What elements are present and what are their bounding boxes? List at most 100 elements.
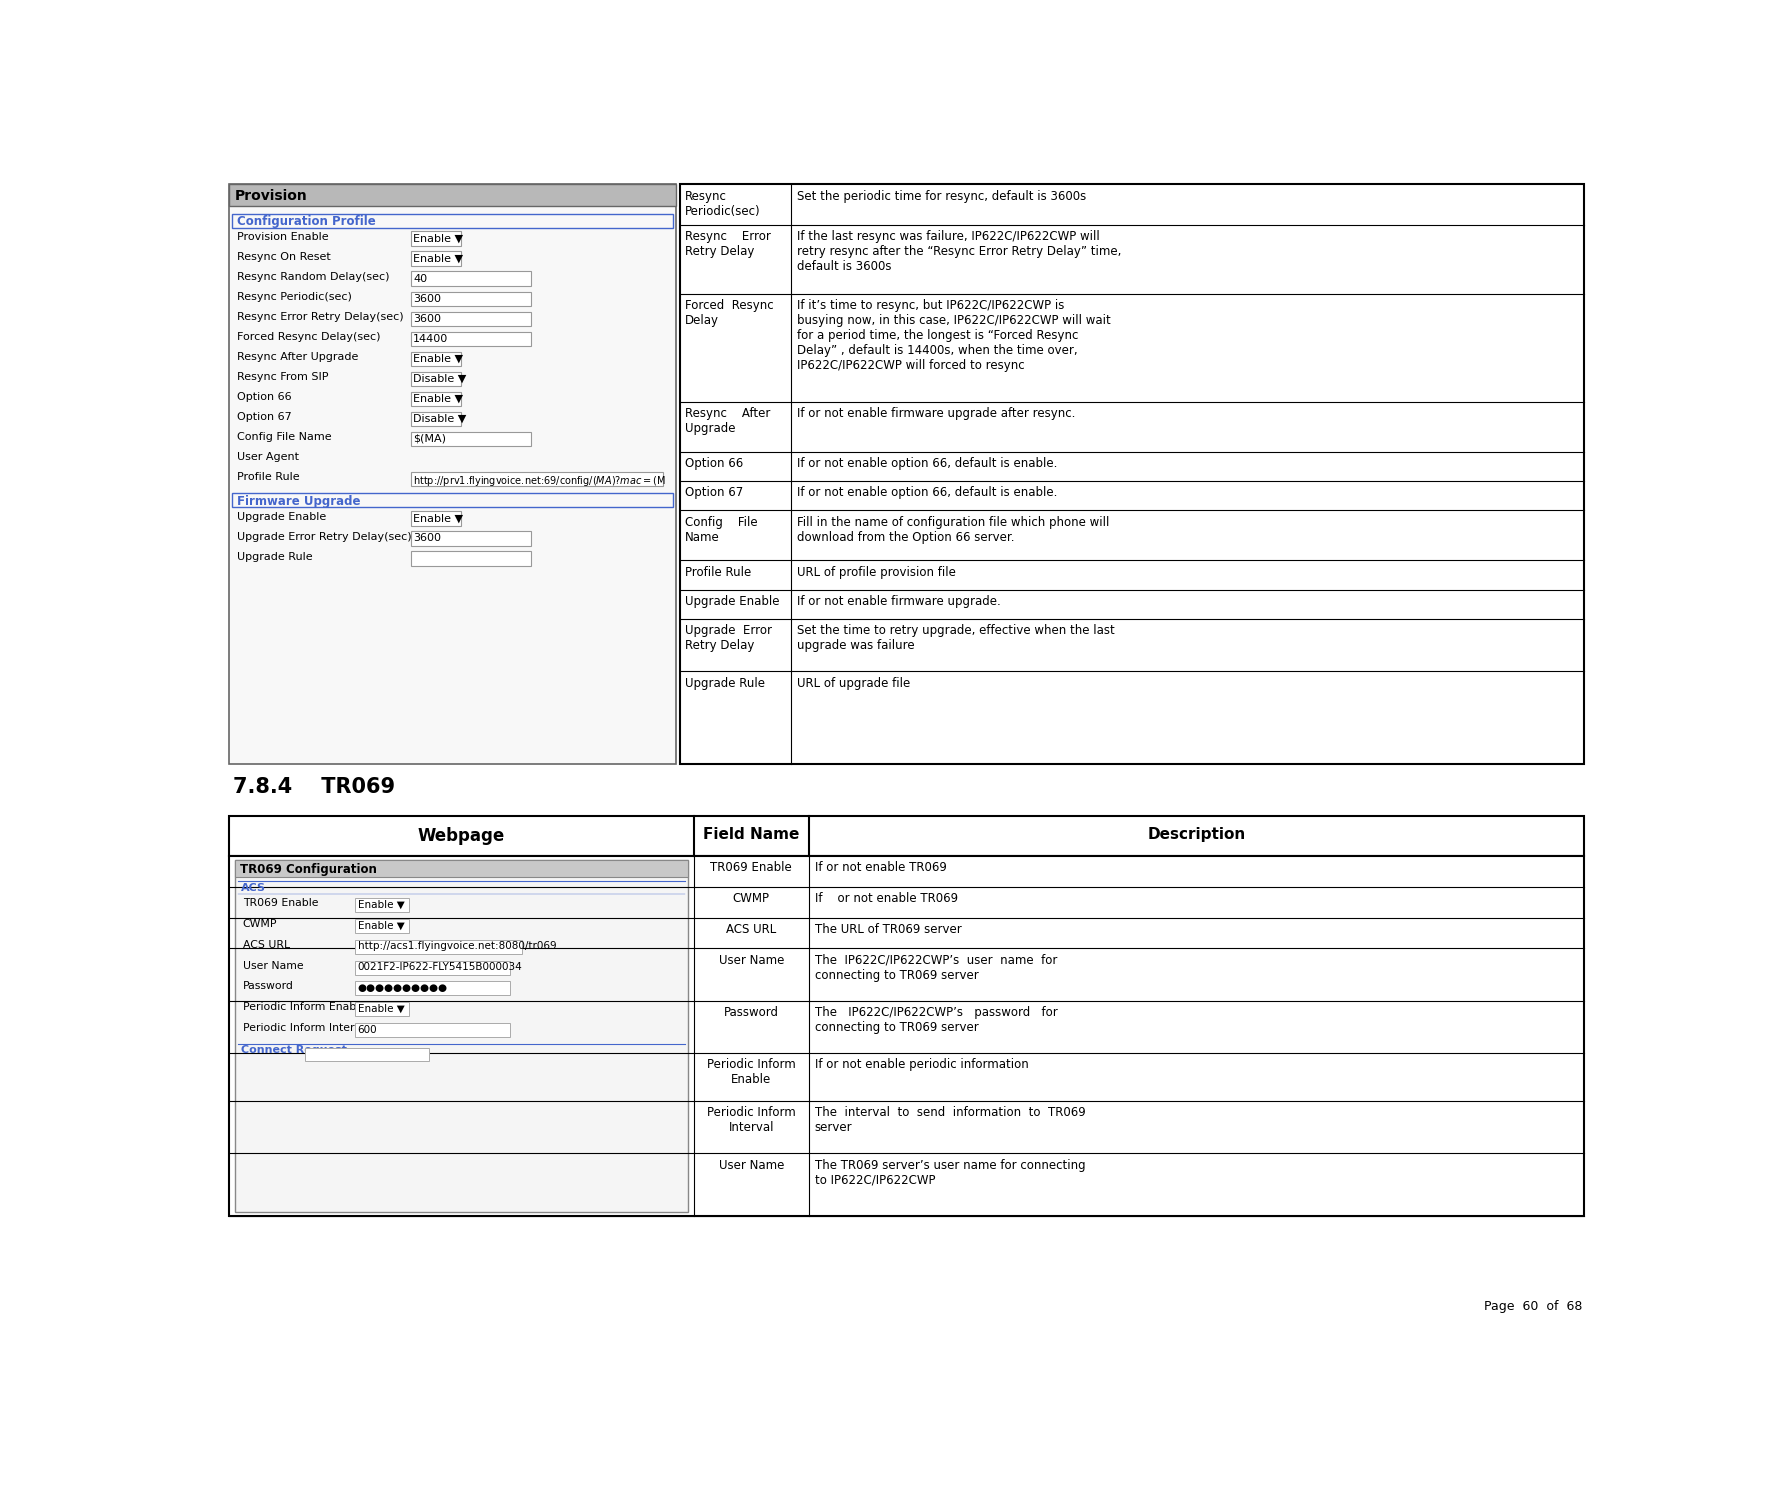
Bar <box>228 816 1585 856</box>
Text: If or not enable periodic information: If or not enable periodic information <box>816 1058 1028 1071</box>
Text: Set the time to retry upgrade, effective when the last
upgrade was failure: Set the time to retry upgrade, effective… <box>798 624 1114 652</box>
Bar <box>235 860 688 1213</box>
Text: $(MA): $(MA) <box>414 434 446 444</box>
Text: 3600: 3600 <box>414 314 440 324</box>
Text: URL of profile provision file: URL of profile provision file <box>798 566 955 578</box>
Text: Enable ▼: Enable ▼ <box>414 233 463 244</box>
Text: Set the periodic time for resync, default is 3600s: Set the periodic time for resync, defaul… <box>798 190 1086 204</box>
Text: Description: Description <box>1148 826 1245 841</box>
Text: Firmware Upgrade: Firmware Upgrade <box>237 495 361 508</box>
Text: Profile Rule: Profile Rule <box>685 566 750 578</box>
Text: Enable ▼: Enable ▼ <box>414 513 463 523</box>
Text: Resync On Reset: Resync On Reset <box>237 253 331 262</box>
Text: 3600: 3600 <box>414 294 440 303</box>
Text: The   IP622C/IP622CWP’s   password   for
connecting to TR069 server: The IP622C/IP622CWP’s password for conne… <box>816 1006 1058 1034</box>
Text: Periodic Inform
Interval: Periodic Inform Interval <box>708 1106 796 1134</box>
Text: Configuration Profile: Configuration Profile <box>237 215 375 229</box>
Text: Resync    Error
Retry Delay: Resync Error Retry Delay <box>685 230 771 259</box>
Bar <box>410 331 531 346</box>
Bar <box>235 860 688 877</box>
Bar <box>304 1049 428 1061</box>
Text: User Name: User Name <box>718 1159 784 1171</box>
Text: 600: 600 <box>357 1024 377 1034</box>
Text: User Name: User Name <box>718 954 784 967</box>
Text: Enable ▼: Enable ▼ <box>414 354 463 364</box>
Bar <box>232 493 672 507</box>
Bar <box>228 856 1585 1216</box>
Bar <box>410 352 462 366</box>
Text: Resync After Upgrade: Resync After Upgrade <box>237 352 357 363</box>
Text: Periodic Inform Interval: Periodic Inform Interval <box>242 1022 370 1033</box>
Text: Periodic Inform Enable: Periodic Inform Enable <box>242 1002 366 1012</box>
Bar <box>410 372 462 386</box>
Text: Resync Error Retry Delay(sec): Resync Error Retry Delay(sec) <box>237 312 403 322</box>
Bar <box>410 291 531 306</box>
Bar <box>410 471 663 486</box>
Bar <box>356 960 509 975</box>
Text: http://prv1.flyingvoice.net:69/config/$(MA)?mac=$(M: http://prv1.flyingvoice.net:69/config/$(… <box>414 474 667 487</box>
Text: The TR069 server’s user name for connecting
to IP622C/IP622CWP: The TR069 server’s user name for connect… <box>816 1159 1086 1186</box>
Text: Enable ▼: Enable ▼ <box>414 394 463 404</box>
Text: Option 66: Option 66 <box>685 458 743 470</box>
Text: Enable ▼: Enable ▼ <box>414 254 463 265</box>
Text: Page  60  of  68: Page 60 of 68 <box>1484 1300 1583 1314</box>
Bar <box>679 184 1585 764</box>
Text: If the last resync was failure, IP622C/IP622CWP will
retry resync after the “Res: If the last resync was failure, IP622C/I… <box>798 230 1122 273</box>
Bar <box>410 511 462 526</box>
Text: The URL of TR069 server: The URL of TR069 server <box>816 923 962 936</box>
Text: If or not enable option 66, default is enable.: If or not enable option 66, default is e… <box>798 458 1058 470</box>
Text: User Name: User Name <box>242 960 304 970</box>
Text: Enable ▼: Enable ▼ <box>357 901 405 909</box>
Text: Disable ▼: Disable ▼ <box>414 374 467 383</box>
Text: ACS URL: ACS URL <box>725 923 777 936</box>
Text: If or not enable option 66, default is enable.: If or not enable option 66, default is e… <box>798 486 1058 499</box>
Text: TR069 Enable: TR069 Enable <box>711 862 793 874</box>
Bar <box>232 214 672 227</box>
Text: User Agent: User Agent <box>237 452 299 462</box>
Bar <box>410 431 531 446</box>
Text: The  IP622C/IP622CWP’s  user  name  for
connecting to TR069 server: The IP622C/IP622CWP’s user name for conn… <box>816 954 1058 982</box>
Bar <box>410 312 531 325</box>
Text: URL of upgrade file: URL of upgrade file <box>798 676 911 690</box>
Text: If    or not enable TR069: If or not enable TR069 <box>816 892 957 905</box>
Text: Resync Periodic(sec): Resync Periodic(sec) <box>237 293 352 302</box>
Text: Upgrade Rule: Upgrade Rule <box>237 551 313 562</box>
Text: Webpage: Webpage <box>417 826 504 844</box>
Text: Config    File
Name: Config File Name <box>685 516 757 544</box>
Text: Upgrade Error Retry Delay(sec): Upgrade Error Retry Delay(sec) <box>237 532 410 542</box>
Text: Upgrade Enable: Upgrade Enable <box>237 511 325 522</box>
Text: Resync    After
Upgrade: Resync After Upgrade <box>685 407 770 435</box>
Bar <box>410 412 462 426</box>
Bar <box>410 232 462 247</box>
Text: Forced  Resync
Delay: Forced Resync Delay <box>685 299 773 327</box>
Text: Field Name: Field Name <box>702 826 800 841</box>
Text: TR069 Configuration: TR069 Configuration <box>241 863 377 875</box>
Text: 3600: 3600 <box>414 533 440 544</box>
Text: Periodic Inform
Enable: Periodic Inform Enable <box>708 1058 796 1086</box>
Text: If or not enable firmware upgrade.: If or not enable firmware upgrade. <box>798 594 1001 608</box>
Text: Config File Name: Config File Name <box>237 432 331 443</box>
Bar <box>410 551 531 566</box>
Text: Forced Resync Delay(sec): Forced Resync Delay(sec) <box>237 333 380 342</box>
Bar <box>356 981 509 996</box>
Text: CWMP: CWMP <box>242 918 278 929</box>
Text: Enable ▼: Enable ▼ <box>357 1003 405 1013</box>
Bar <box>228 184 676 207</box>
Bar <box>356 1002 409 1016</box>
Text: The  interval  to  send  information  to  TR069
server: The interval to send information to TR06… <box>816 1106 1086 1134</box>
Bar <box>356 1022 509 1037</box>
Text: Connect Request: Connect Request <box>241 1045 347 1055</box>
Text: Resync
Periodic(sec): Resync Periodic(sec) <box>685 190 761 218</box>
Text: Password: Password <box>724 1006 778 1019</box>
Text: ●●●●●●●●●●: ●●●●●●●●●● <box>357 982 448 993</box>
Text: TR069 Enable: TR069 Enable <box>242 898 318 908</box>
Bar <box>228 184 676 764</box>
Text: 7.8.4    TR069: 7.8.4 TR069 <box>234 777 394 798</box>
Text: If it’s time to resync, but IP622C/IP622CWP is
busying now, in this case, IP622C: If it’s time to resync, but IP622C/IP622… <box>798 299 1111 372</box>
Bar <box>356 918 409 933</box>
Text: Resync Random Delay(sec): Resync Random Delay(sec) <box>237 272 389 282</box>
Text: 0021F2-IP622-FLY5415B000034: 0021F2-IP622-FLY5415B000034 <box>357 961 522 972</box>
Bar <box>356 939 522 954</box>
Text: Upgrade Rule: Upgrade Rule <box>685 676 764 690</box>
Text: 14400: 14400 <box>414 334 449 343</box>
